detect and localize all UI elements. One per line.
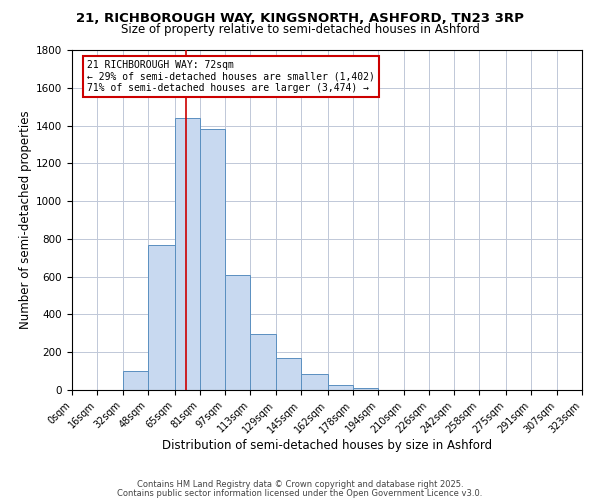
Text: 21, RICHBOROUGH WAY, KINGSNORTH, ASHFORD, TN23 3RP: 21, RICHBOROUGH WAY, KINGSNORTH, ASHFORD…: [76, 12, 524, 26]
Bar: [225, 275, 250, 390]
Bar: [200, 130, 225, 390]
Bar: [328, 386, 353, 390]
Bar: [175, 118, 200, 390]
Bar: [122, 371, 148, 390]
Text: 21 RICHBOROUGH WAY: 72sqm
← 29% of semi-detached houses are smaller (1,402)
71% : 21 RICHBOROUGH WAY: 72sqm ← 29% of semi-…: [88, 60, 375, 94]
Bar: [148, 244, 175, 390]
Bar: [301, 374, 328, 390]
Bar: [353, 388, 379, 390]
Text: Contains public sector information licensed under the Open Government Licence v3: Contains public sector information licen…: [118, 488, 482, 498]
Text: Contains HM Land Registry data © Crown copyright and database right 2025.: Contains HM Land Registry data © Crown c…: [137, 480, 463, 489]
Bar: [250, 334, 275, 390]
Y-axis label: Number of semi-detached properties: Number of semi-detached properties: [19, 110, 32, 330]
Bar: [275, 358, 301, 390]
Text: Size of property relative to semi-detached houses in Ashford: Size of property relative to semi-detach…: [121, 22, 479, 36]
X-axis label: Distribution of semi-detached houses by size in Ashford: Distribution of semi-detached houses by …: [162, 439, 492, 452]
